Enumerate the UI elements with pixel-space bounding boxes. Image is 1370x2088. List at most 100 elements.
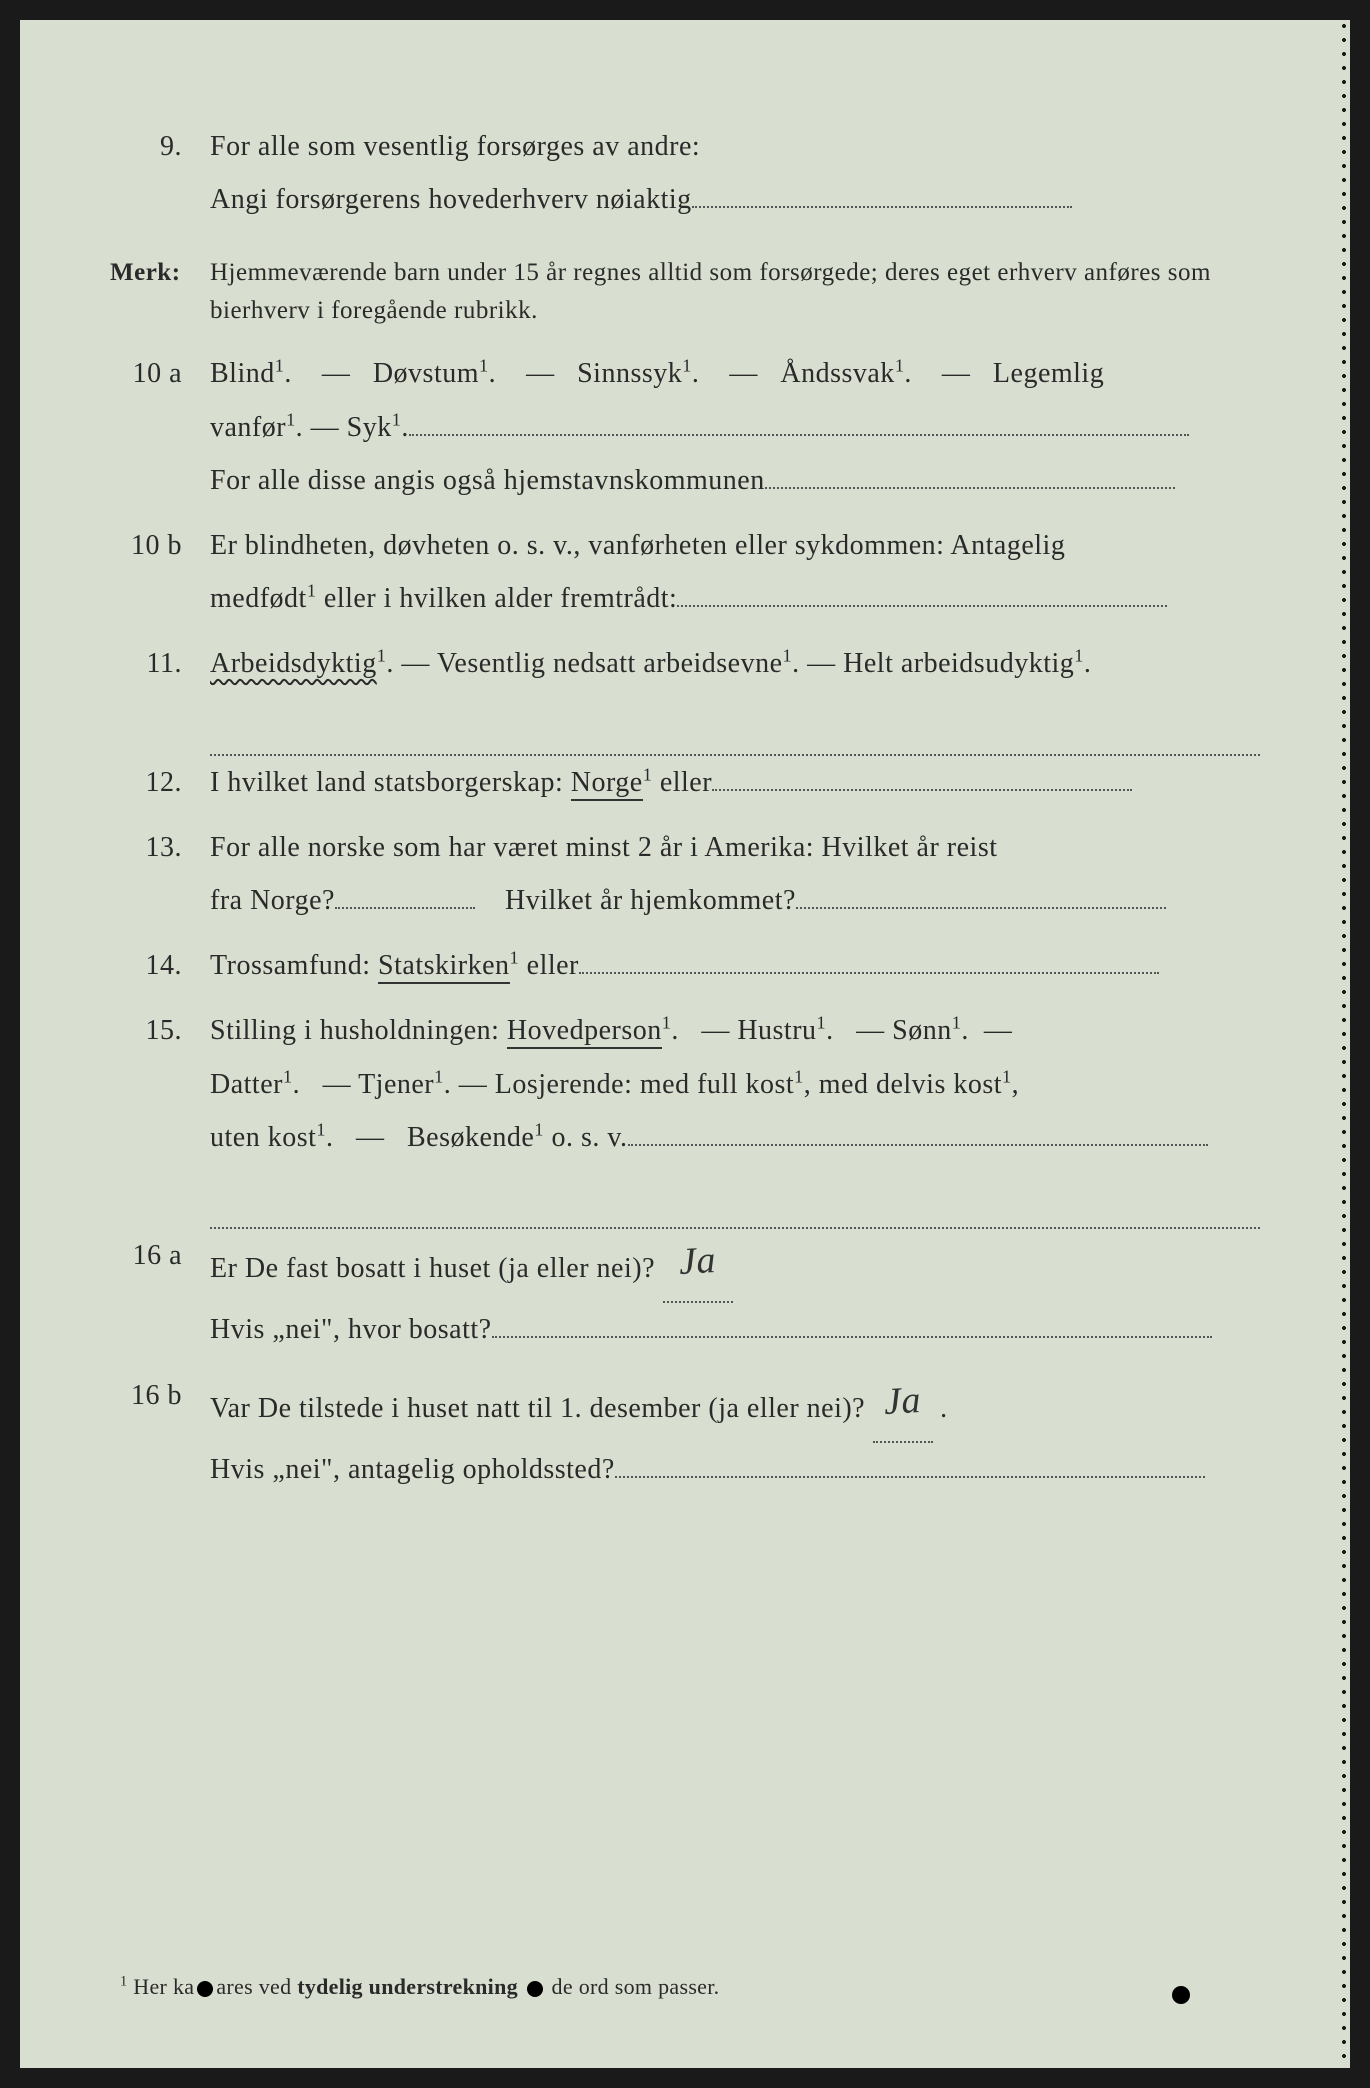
ink-dot-2 [527,1981,543,1997]
q13-number: 13. [110,821,210,927]
q13-content: For alle norske som har været minst 2 år… [210,821,1260,927]
q10b-content: Er blindheten, døvheten o. s. v., vanfør… [210,519,1260,625]
q14-number: 14. [110,939,210,992]
q10a-blank1 [409,434,1189,436]
merk-note: Merk: Hjemmeværende barn under 15 år reg… [110,254,1260,329]
q13-line2a: fra Norge? [210,885,335,916]
q15-delvis: med delvis kost [819,1069,1002,1100]
q9-line2: Angi forsørgerens hovederhverv nøiaktig [210,184,692,215]
footnote-t1: Her ka [133,1974,194,1999]
question-14: 14. Trossamfund: Statskirken1 eller [110,939,1260,992]
q9-line1: For alle som vesentlig forsørges av andr… [210,131,700,162]
q10a-number: 10 a [110,347,210,507]
question-9: 9. For alle som vesentlig forsørges av a… [110,120,1260,226]
q11-extra-line [210,703,1260,756]
q15-uten: uten kost [210,1122,316,1153]
question-16a: 16 a Er De fast bosatt i huset (ja eller… [110,1229,1260,1356]
q13-blank2 [796,907,1166,909]
q16a-answer-blank: Ja [663,1229,733,1303]
page-perforation [1338,20,1350,2068]
q15-osv: o. s. v. [551,1122,627,1153]
question-12: 12. I hvilket land statsborgerskap: Norg… [110,756,1260,809]
question-15: 15. Stilling i husholdningen: Hovedperso… [110,1004,1260,1164]
q15-tjener: Tjener [358,1069,434,1100]
q10b-number: 10 b [110,519,210,625]
q16b-line2: Hvis „nei", antagelig opholdssted? [210,1454,615,1485]
census-form-page: 9. For alle som vesentlig forsørges av a… [20,20,1350,2068]
q11-number: 11. [110,637,210,690]
merk-text: Hjemmeværende barn under 15 år regnes al… [210,254,1260,329]
q12-text1: I hvilket land statsborgerskap: [210,767,571,798]
q16a-number: 16 a [110,1229,210,1356]
q10a-content: Blind1. — Døvstum1. — Sinnssyk1. — Åndss… [210,347,1260,507]
q14-content: Trossamfund: Statskirken1 eller [210,939,1260,992]
q11-opt2: Vesentlig nedsatt arbeidsevne [437,648,783,679]
q13-line2b: Hvilket år hjemkommet? [505,885,796,916]
footnote-t2: ares ved [216,1974,297,1999]
q10b-blank [677,605,1167,607]
q15-text1: Stilling i husholdningen: [210,1015,507,1046]
q14-text1: Trossamfund: [210,950,378,981]
q16b-number: 16 b [110,1369,210,1496]
q16a-text: Er De fast bosatt i huset (ja eller nei)… [210,1253,655,1284]
q13-line1: For alle norske som har været minst 2 år… [210,832,998,863]
q10b-line1: Er blindheten, døvheten o. s. v., vanfør… [210,530,1065,561]
q10a-opt4: Åndssvak [780,358,894,389]
q15-hovedperson-selected: Hovedperson [507,1015,662,1049]
q16a-line2: Hvis „nei", hvor bosatt? [210,1314,492,1345]
question-16b: 16 b Var De tilstede i huset natt til 1.… [110,1369,1260,1496]
q14-statskirken-selected: Statskirken [378,950,510,984]
q15-number: 15. [110,1004,210,1164]
question-11: 11. Arbeidsdyktig1. — Vesentlig nedsatt … [110,637,1260,690]
q15-datter: Datter [210,1069,283,1100]
q10a-syk: Syk [347,412,392,443]
footnote-sup: 1 [120,1974,127,1990]
q16a-answer: Ja [677,1224,718,1298]
q13-blank1 [335,907,475,909]
q16b-text: Var De tilstede i huset natt til 1. dese… [210,1393,865,1424]
q15-hustru: Hustru [737,1015,816,1046]
q16a-blank2 [492,1336,1212,1338]
q10a-opt1: Blind [210,358,275,389]
question-10b: 10 b Er blindheten, døvheten o. s. v., v… [110,519,1260,625]
q9-number: 9. [110,120,210,226]
q14-text2: eller [527,950,579,981]
q16b-answer: Ja [882,1364,923,1438]
footnote: 1 Her kaares ved tydelig understrekning … [120,1966,1250,2008]
q15-besokende: Besøkende [407,1122,534,1153]
q9-content: For alle som vesentlig forsørges av andr… [210,120,1260,226]
q11-opt3: Helt arbeidsudyktig [843,648,1074,679]
q10a-opt2: Døvstum [373,358,479,389]
q10a-opt3: Sinnssyk [577,358,682,389]
q16b-answer-blank: Ja [873,1369,933,1443]
ink-dot-1 [197,1981,213,1997]
question-10a: 10 a Blind1. — Døvstum1. — Sinnssyk1. — … [110,347,1260,507]
q10a-line3: For alle disse angis også hjemstavnskomm… [210,465,765,496]
q16b-content: Var De tilstede i huset natt til 1. dese… [210,1369,1260,1496]
q10b-line2b: eller i hvilken alder fremtrådt: [316,583,677,614]
q15-sonn: Sønn [892,1015,952,1046]
ink-dot-right [1172,1986,1190,2004]
q10a-blank2 [765,487,1175,489]
q10a-vanfor: vanfør [210,412,286,443]
q12-number: 12. [110,756,210,809]
q16b-blank2 [615,1476,1205,1478]
footnote-t3: de ord som passer. [546,1974,720,1999]
merk-label: Merk: [110,254,210,329]
q10b-medfodt: medfødt [210,583,307,614]
q15-blank [628,1144,1208,1146]
q15-losjerende: Losjerende: med full kost [495,1069,794,1100]
q14-blank [579,972,1159,974]
q9-blank [692,206,1072,208]
q12-content: I hvilket land statsborgerskap: Norge1 e… [210,756,1260,809]
q11-opt1-selected: Arbeidsdyktig [210,648,377,679]
q16a-content: Er De fast bosatt i huset (ja eller nei)… [210,1229,1260,1356]
footnote-bold: tydelig understrekning [297,1974,524,1999]
q10a-opt5: Legemlig [993,358,1104,389]
question-13: 13. For alle norske som har været minst … [110,821,1260,927]
q12-text2: eller [660,767,712,798]
q15-content: Stilling i husholdningen: Hovedperson1. … [210,1004,1260,1164]
q12-blank [712,789,1132,791]
q11-content: Arbeidsdyktig1. — Vesentlig nedsatt arbe… [210,637,1260,690]
q15-extra-line [210,1176,1260,1229]
